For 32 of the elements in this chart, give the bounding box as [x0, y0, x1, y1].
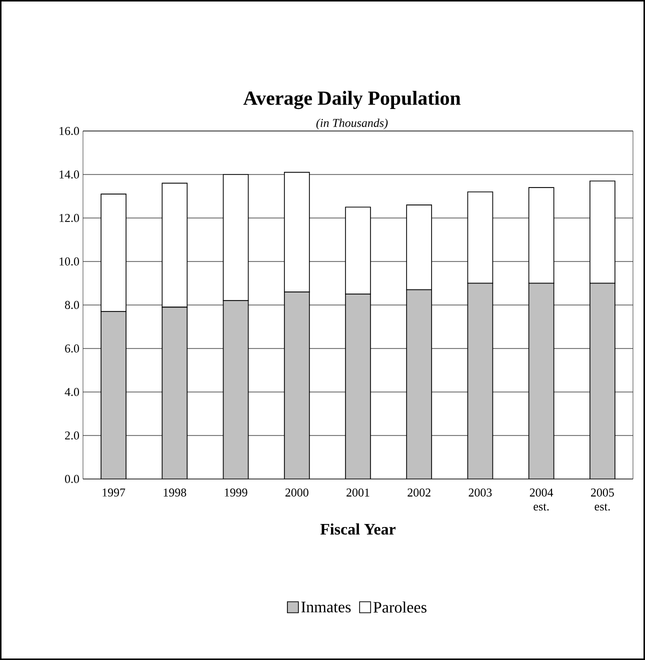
x-axis-title: Fiscal Year [320, 523, 396, 535]
x-tick-label: 2003 [468, 488, 492, 497]
bar [162, 306, 188, 479]
chart-title: Average Daily Population [243, 90, 461, 110]
y-tick-label: 4.0 [64, 388, 80, 396]
x-tick-label: 2002 [408, 488, 430, 497]
legend-label: Inmates [301, 602, 351, 612]
y-tick-label: 10.0 [60, 257, 80, 266]
y-tick-label: 16.0 [60, 126, 80, 136]
y-tick-label: 0.0 [64, 474, 80, 484]
bar [222, 300, 249, 479]
x-tick-label: 2000 [285, 488, 308, 497]
bar [406, 289, 432, 479]
y-tick-label: 2.0 [65, 431, 80, 440]
bar [590, 282, 616, 479]
y-tick-label: 6.0 [65, 344, 80, 353]
x-tick-label: 2004 est. [530, 488, 554, 511]
bar [100, 311, 126, 479]
x-tick-label: 1999 [224, 488, 248, 497]
x-tick-label: 2005 est. [591, 488, 614, 511]
x-tick-label: 1998 [164, 488, 186, 497]
y-tick-label: 12.0 [60, 214, 80, 222]
bar [284, 292, 310, 479]
x-tick-label: 2001 [346, 488, 370, 497]
y-tick-label: 8.0 [64, 300, 80, 310]
y-tick-label: 14.0 [60, 170, 80, 179]
bar [345, 294, 371, 479]
x-tick-label: 1997 [102, 488, 126, 497]
bar [467, 282, 494, 479]
bar [528, 282, 554, 479]
chart-subtitle: (in Thousands) [316, 118, 388, 130]
legend-label: Parolees [373, 601, 426, 613]
